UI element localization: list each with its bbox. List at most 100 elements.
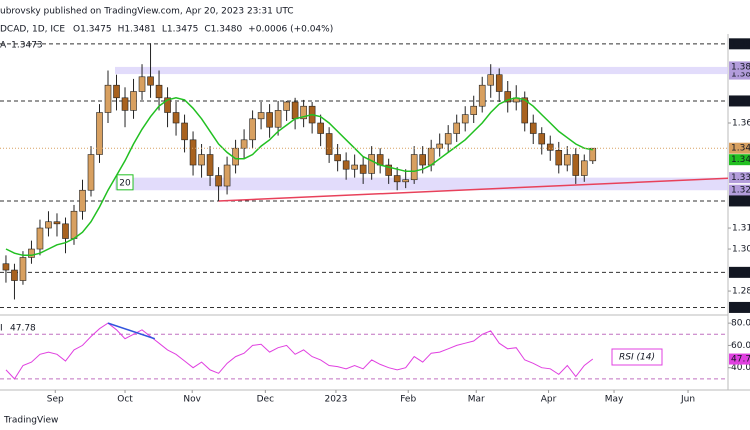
candle-body bbox=[181, 122, 188, 141]
rsi-tick-label: 40.00 bbox=[731, 363, 750, 373]
x-tick-label: Apr bbox=[541, 395, 557, 405]
candle-body bbox=[215, 175, 222, 187]
candle-body bbox=[538, 133, 546, 145]
moving-average bbox=[5, 97, 593, 257]
candle-body bbox=[130, 91, 137, 111]
level-badge bbox=[729, 266, 750, 278]
candle-body bbox=[257, 112, 265, 120]
candle-body bbox=[36, 227, 44, 250]
zone-badge bbox=[729, 68, 750, 80]
candle-body bbox=[45, 221, 52, 229]
candle-body bbox=[419, 154, 426, 166]
candle-body bbox=[104, 84, 112, 113]
candle-body bbox=[240, 139, 248, 149]
candle-body bbox=[546, 143, 554, 151]
candle-body bbox=[470, 105, 478, 115]
ohlc-value: +0.0006 (+0.04%) bbox=[248, 25, 333, 35]
y-tick-label: 1.31 bbox=[732, 224, 750, 234]
level-label: 1.2889 bbox=[731, 268, 750, 278]
level-label: 1.3977 bbox=[731, 39, 750, 49]
candle-body bbox=[266, 112, 273, 128]
zone-label: 1.334 bbox=[731, 173, 750, 183]
zone-badge bbox=[729, 184, 750, 196]
candle-body bbox=[113, 84, 120, 99]
plot-area bbox=[0, 43, 728, 308]
candle-body bbox=[87, 154, 95, 191]
zone bbox=[115, 177, 728, 191]
price-badge-label: 1.348 bbox=[731, 144, 750, 154]
candle-body bbox=[79, 189, 86, 212]
candle-body bbox=[334, 154, 341, 162]
candle-body bbox=[317, 122, 324, 134]
price-axis: 1.38331.3867 1.328 1.334 1.3977 1.3705 1.3229… bbox=[728, 38, 750, 373]
level-label: 1.3229 bbox=[731, 196, 750, 206]
candle-body bbox=[300, 105, 307, 120]
candle-body bbox=[368, 154, 375, 174]
candle-body bbox=[504, 91, 512, 103]
rsi-name-box bbox=[611, 348, 663, 366]
zone-label: 1.3833 bbox=[731, 70, 750, 80]
rsi-badge-label: 47.78 bbox=[731, 355, 750, 365]
level-badge bbox=[729, 301, 750, 313]
x-tick-label: Dec bbox=[257, 395, 274, 405]
symbol-header: DCAD, 1D, ICE O1.3475 H1.3481 L1.3475 C1.348… bbox=[0, 25, 333, 51]
candle-body bbox=[444, 133, 452, 145]
candle-body bbox=[96, 112, 103, 155]
level-label: 1.2722 bbox=[731, 303, 750, 313]
rsi-line bbox=[5, 322, 594, 380]
candle-body bbox=[453, 122, 461, 134]
candle-body bbox=[223, 164, 231, 187]
x-tick-label: Feb bbox=[400, 395, 416, 405]
candle-body bbox=[53, 221, 61, 225]
candle-body bbox=[461, 114, 469, 124]
x-tick-label: Nov bbox=[183, 395, 201, 405]
candle-body bbox=[410, 154, 418, 181]
rsi-badge bbox=[729, 353, 750, 365]
candle-body bbox=[478, 84, 486, 107]
candle-body bbox=[62, 223, 69, 239]
candle-body bbox=[189, 139, 197, 166]
ohlc-value: O1.3475 bbox=[73, 25, 112, 35]
candle-body bbox=[427, 147, 435, 166]
price-badge bbox=[729, 142, 750, 154]
candle-body bbox=[342, 160, 350, 170]
candle-body bbox=[138, 76, 146, 92]
candle-body bbox=[198, 154, 205, 166]
candle-body bbox=[555, 150, 563, 166]
level-badge bbox=[729, 38, 750, 50]
candle-body bbox=[291, 101, 299, 120]
rsi-legend-value: 47.78 bbox=[10, 324, 36, 334]
y-tick-label: 1.36 bbox=[732, 119, 750, 129]
rsi-divergence bbox=[107, 322, 156, 340]
candle-body bbox=[206, 154, 214, 176]
level-badge bbox=[729, 195, 750, 207]
x-tick-label: Jun bbox=[680, 395, 695, 405]
candle-body bbox=[147, 76, 154, 86]
candle-body bbox=[521, 97, 529, 124]
rsi-tick-label: 80.00 bbox=[731, 319, 750, 329]
x-tick-label: Oct bbox=[117, 395, 133, 405]
level-badge bbox=[729, 95, 750, 107]
symbol: DCAD, 1D, ICE bbox=[0, 25, 65, 35]
candle-body bbox=[495, 74, 503, 92]
candle-body bbox=[436, 143, 443, 149]
price-badge bbox=[729, 154, 750, 166]
zone-label: 1.328 bbox=[731, 186, 750, 196]
zone-label: 1.3867 bbox=[731, 62, 750, 72]
candle-body bbox=[563, 154, 571, 166]
candle-body bbox=[19, 257, 27, 281]
y-tick-label: 1.2800 bbox=[732, 287, 750, 297]
candle-body bbox=[580, 160, 588, 176]
x-tick-label: 2023 bbox=[324, 395, 347, 405]
candle-body bbox=[487, 74, 495, 86]
candle-body bbox=[2, 263, 10, 271]
candle-body bbox=[249, 118, 256, 141]
candle-body bbox=[351, 164, 358, 170]
zone-badge bbox=[729, 172, 750, 184]
publisher: ubrovsky published on TradingView.com, A… bbox=[0, 7, 294, 17]
candle-body bbox=[359, 164, 367, 174]
candle-body bbox=[589, 147, 597, 162]
x-tick-label: Mar bbox=[468, 395, 485, 405]
candle-body bbox=[70, 210, 78, 239]
